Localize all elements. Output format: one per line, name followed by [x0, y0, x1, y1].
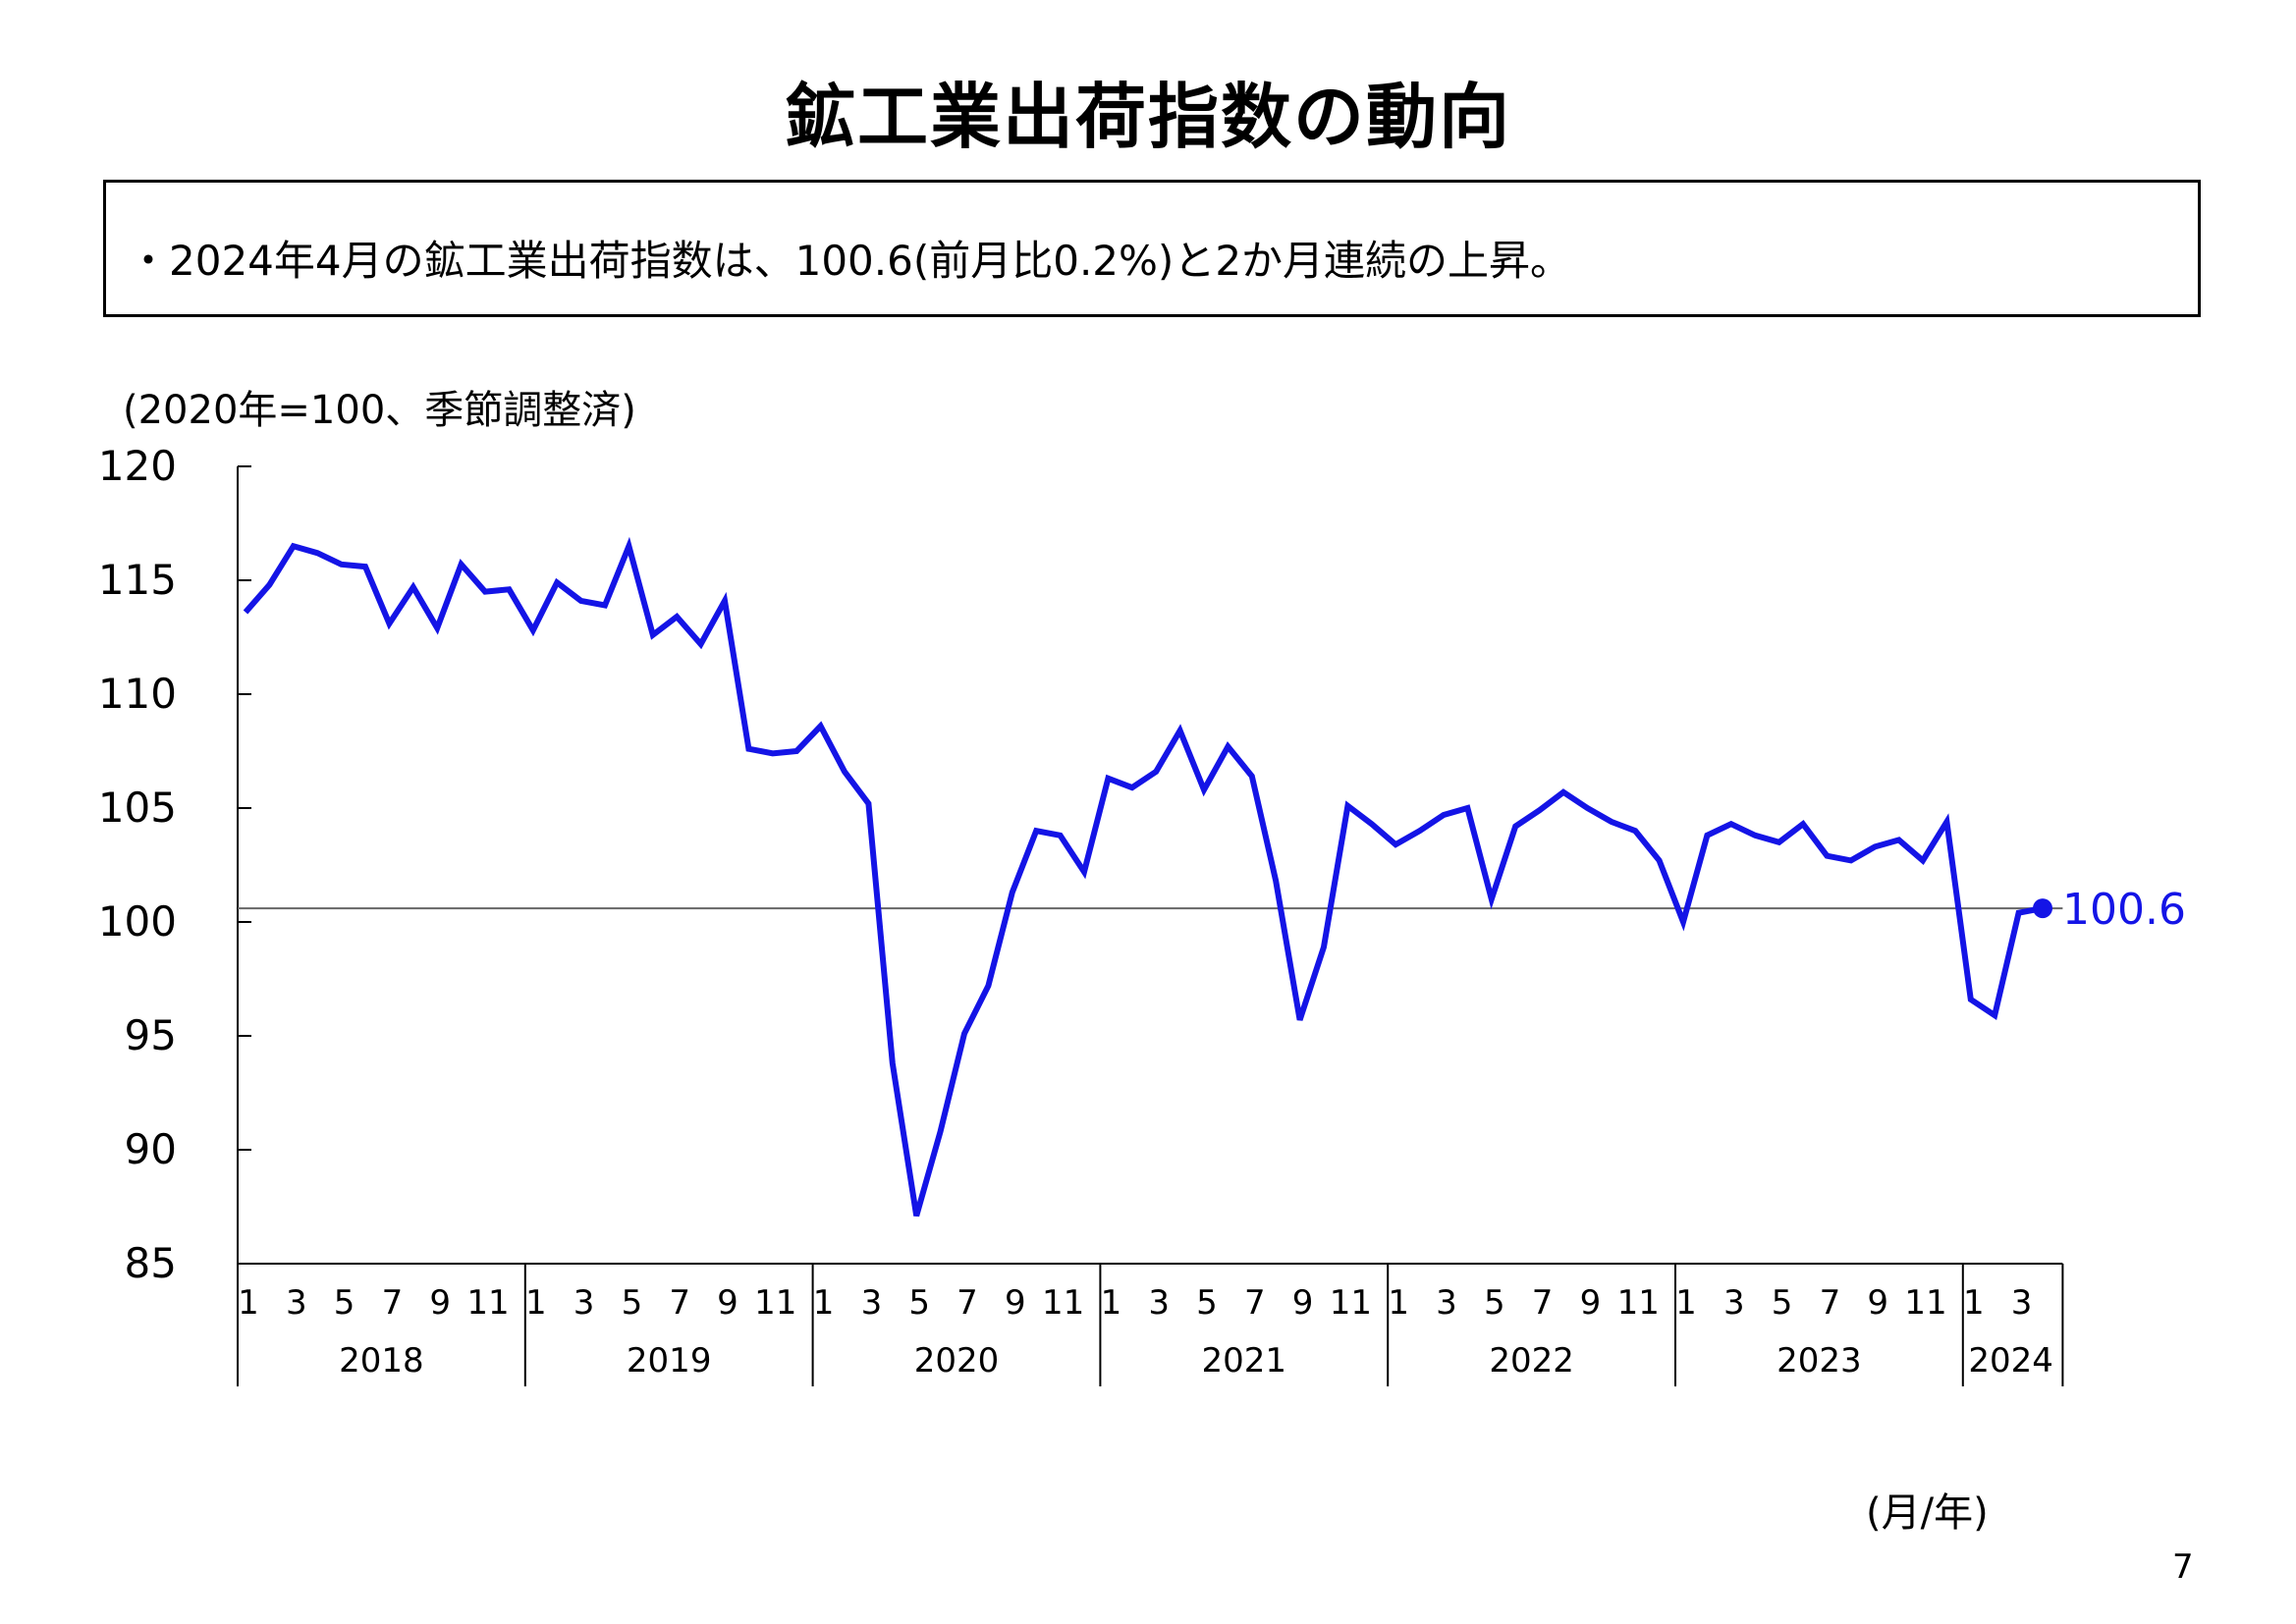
x-month-label: 1: [1101, 1283, 1122, 1323]
y-tick-label: 120: [98, 442, 177, 490]
x-year-label: 2022: [1489, 1341, 1574, 1380]
summary-box: ・2024年4月の鉱工業出荷指数は、100.6(前月比0.2%)と2か月連続の上…: [103, 180, 2201, 317]
x-axis-unit: (月/年): [1866, 1490, 1989, 1536]
x-month-label: 3: [861, 1283, 883, 1323]
x-month-label: 1: [813, 1283, 835, 1323]
x-month-label: 7: [382, 1283, 404, 1323]
page-number: 7: [2172, 1547, 2194, 1587]
x-year-label: 2019: [627, 1341, 712, 1380]
x-month-label: 3: [1148, 1283, 1170, 1323]
series-group: 100.6: [243, 536, 2186, 1218]
x-month-label: 5: [334, 1283, 355, 1323]
y-tick-label: 100: [98, 897, 177, 946]
series-line: [243, 536, 2044, 1218]
x-month-label: 3: [1436, 1283, 1457, 1323]
y-tick-label: 85: [125, 1239, 177, 1287]
x-month-label: 11: [466, 1283, 509, 1323]
y-tick-label: 90: [125, 1125, 177, 1173]
x-month-label: 7: [669, 1283, 690, 1323]
x-month-label: 11: [1904, 1283, 1946, 1323]
y-tick-label: 110: [98, 670, 177, 718]
x-month-label: 7: [957, 1283, 978, 1323]
x-month-label: 9: [717, 1283, 738, 1323]
end-point-marker: [2033, 898, 2052, 919]
x-month-label: 9: [1292, 1283, 1314, 1323]
x-month-label: 9: [1580, 1283, 1602, 1323]
x-month-label: 3: [1723, 1283, 1745, 1323]
y-tick-label: 115: [98, 556, 177, 604]
x-month-label: 1: [1388, 1283, 1409, 1323]
x-month-label: 1: [238, 1283, 259, 1323]
x-month-label: 9: [1867, 1283, 1888, 1323]
x-month-label: 3: [574, 1283, 595, 1323]
x-month-label: 5: [908, 1283, 930, 1323]
x-month-label: 5: [1484, 1283, 1505, 1323]
y-tick-label: 95: [125, 1011, 177, 1059]
x-year-label: 2023: [1777, 1341, 1862, 1380]
x-year-label: 2020: [914, 1341, 1000, 1380]
x-month-label: 1: [1675, 1283, 1697, 1323]
x-month-label: 11: [1330, 1283, 1372, 1323]
x-month-label: 3: [2011, 1283, 2033, 1323]
x-month-label: 11: [754, 1283, 796, 1323]
x-month-label: 11: [1617, 1283, 1660, 1323]
page-title: 鉱工業出荷指数の動向: [784, 76, 1511, 158]
x-month-label: 7: [1532, 1283, 1554, 1323]
x-month-label: 3: [286, 1283, 307, 1323]
x-month-label: 11: [1042, 1283, 1084, 1323]
x-year-label: 2018: [339, 1341, 424, 1380]
x-month-label: 5: [622, 1283, 643, 1323]
x-year-label: 2021: [1202, 1341, 1287, 1380]
x-month-label: 5: [1196, 1283, 1218, 1323]
x-month-label: 7: [1820, 1283, 1841, 1323]
x-month-label: 9: [429, 1283, 451, 1323]
y-axis-unit-note: (2020年=100、季節調整済): [123, 388, 636, 433]
y-tick-label: 105: [98, 784, 177, 832]
x-month-label: 9: [1005, 1283, 1026, 1323]
x-month-label: 1: [1963, 1283, 1985, 1323]
x-month-label: 7: [1244, 1283, 1266, 1323]
end-point-label: 100.6: [2062, 885, 2186, 935]
summary-text: ・2024年4月の鉱工業出荷指数は、100.6(前月比0.2%)と2か月連続の上…: [128, 237, 1572, 285]
x-month-label: 5: [1772, 1283, 1793, 1323]
x-month-label: 1: [525, 1283, 547, 1323]
x-year-label: 2024: [1968, 1341, 2053, 1380]
